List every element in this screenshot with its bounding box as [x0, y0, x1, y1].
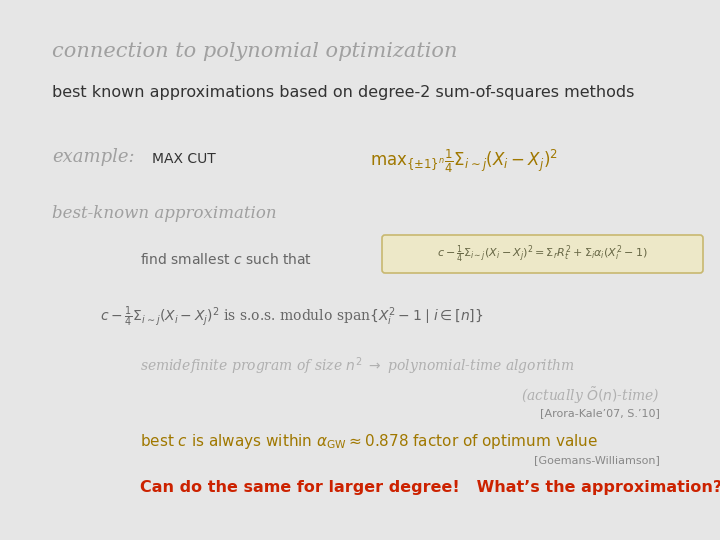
Text: best known approximations based on degree-2 sum-of-squares methods: best known approximations based on degre… [52, 85, 634, 100]
Text: best $c$ is always within $\alpha_{\mathrm{GW}} \approx 0.878$ factor of optimum: best $c$ is always within $\alpha_{\math… [140, 432, 598, 451]
Text: (actually $\tilde{O}(n)$-time): (actually $\tilde{O}(n)$-time) [521, 385, 660, 406]
Text: example:: example: [52, 148, 135, 166]
Text: find smallest $c$ such that: find smallest $c$ such that [140, 252, 312, 267]
Text: MAX CUT: MAX CUT [152, 152, 216, 166]
Text: $c - \frac{1}{4}\Sigma_{i\sim j}(X_i - X_j)^2$ is s.o.s. modulo span$\{X_i^2 - 1: $c - \frac{1}{4}\Sigma_{i\sim j}(X_i - X… [100, 305, 484, 329]
FancyBboxPatch shape [382, 235, 703, 273]
Text: $c - \frac{1}{4}\Sigma_{i\sim j}(X_i - X_j)^2 = \Sigma_r R_t^2 + \Sigma_i \alpha: $c - \frac{1}{4}\Sigma_{i\sim j}(X_i - X… [437, 243, 648, 265]
Text: [Goemans-Williamson]: [Goemans-Williamson] [534, 455, 660, 465]
Text: semidefinite program of size $n^2$ $\rightarrow$ polynomial-time algorithm: semidefinite program of size $n^2$ $\rig… [140, 355, 575, 376]
Text: Can do the same for larger degree!   What’s the approximation?: Can do the same for larger degree! What’… [140, 480, 720, 495]
Text: [Arora-Kale’07, S.’10]: [Arora-Kale’07, S.’10] [540, 408, 660, 418]
Text: best-known approximation: best-known approximation [52, 205, 276, 222]
Text: connection to polynomial optimization: connection to polynomial optimization [52, 42, 457, 61]
Text: $\mathrm{max}_{\{\pm 1\}^n}\frac{1}{4}\Sigma_{i\sim j}(X_i - X_j)^2$: $\mathrm{max}_{\{\pm 1\}^n}\frac{1}{4}\S… [370, 148, 558, 176]
